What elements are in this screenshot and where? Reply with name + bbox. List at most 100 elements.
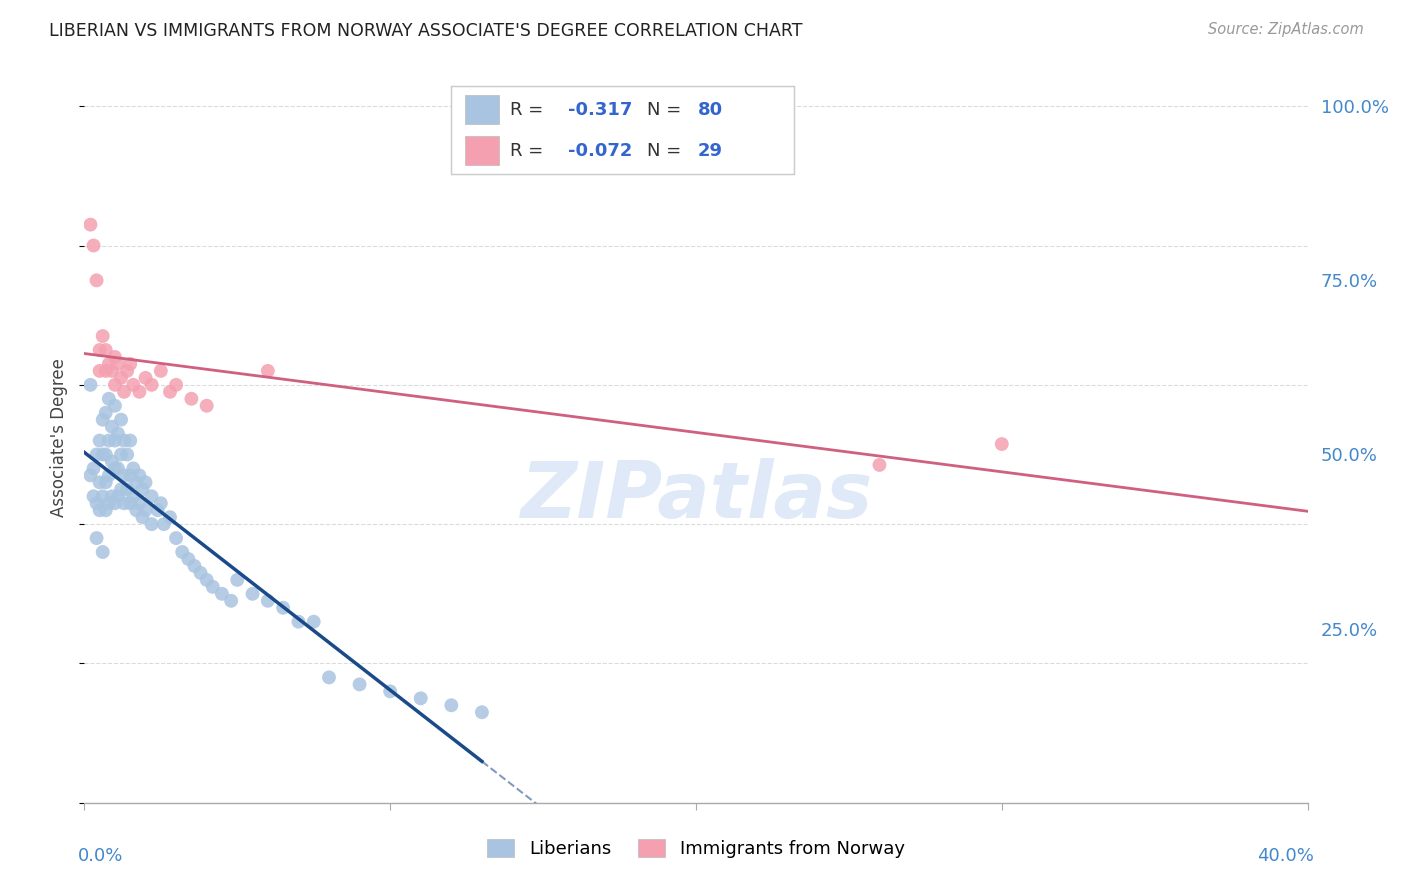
Point [86,273,108,287]
Point [107,357,129,371]
Point [97,468,120,483]
Text: ZIPatlas: ZIPatlas [520,458,872,533]
Point [302,615,325,629]
Point [104,377,127,392]
Point [97,434,120,448]
Text: LIBERIAN VS IMMIGRANTS FROM NORWAY ASSOCIATE'S DEGREE CORRELATION CHART: LIBERIAN VS IMMIGRANTS FROM NORWAY ASSOC… [49,22,803,40]
Point [226,573,249,587]
Point [83,238,105,252]
Point [195,573,218,587]
Point [101,489,124,503]
Point [122,489,145,503]
Text: Source: ZipAtlas.com: Source: ZipAtlas.com [1208,22,1364,37]
Point [94,364,117,378]
Point [83,489,105,503]
Point [183,558,205,573]
Point [97,392,120,406]
Point [79,377,101,392]
Point [101,364,124,378]
Point [94,343,117,357]
Point [120,496,142,510]
Point [141,377,163,392]
Point [177,552,200,566]
Point [110,371,132,385]
Point [318,670,340,684]
Legend: Liberians, Immigrants from Norway: Liberians, Immigrants from Norway [478,830,914,867]
Point [89,475,111,490]
Point [89,364,111,378]
Point [165,377,187,392]
Point [165,531,187,545]
Point [271,600,294,615]
Point [122,461,145,475]
Point [112,496,135,510]
Point [86,448,108,462]
Point [128,384,150,399]
Point [131,483,153,497]
Point [94,406,117,420]
Point [89,343,111,357]
Point [91,329,114,343]
Point [79,468,101,483]
Point [195,399,218,413]
Point [91,448,114,462]
Point [135,371,157,385]
Point [86,496,108,510]
Point [112,468,135,483]
Point [110,448,132,462]
Point [112,434,135,448]
Point [104,350,127,364]
Point [104,399,127,413]
Point [172,545,194,559]
Point [104,461,127,475]
Point [180,392,202,406]
Point [112,384,135,399]
Point [97,496,120,510]
Point [409,691,432,706]
Point [94,448,117,462]
Point [153,517,176,532]
Point [149,496,172,510]
Point [83,461,105,475]
Point [159,510,181,524]
Point [94,475,117,490]
Point [104,434,127,448]
Point [89,434,111,448]
Text: 40.0%: 40.0% [1257,847,1313,864]
Point [128,468,150,483]
Point [97,357,120,371]
Point [101,454,124,468]
Point [141,517,163,532]
Point [190,566,212,580]
Point [125,503,148,517]
Point [115,448,138,462]
Point [86,531,108,545]
Point [141,489,163,503]
Point [146,503,169,517]
Point [991,437,1014,451]
Point [159,384,181,399]
Point [471,705,494,719]
Point [125,475,148,490]
Point [287,615,309,629]
Point [131,510,153,524]
Point [257,594,280,608]
Point [135,475,157,490]
Y-axis label: Associate's Degree: Associate's Degree [51,358,69,516]
Point [122,377,145,392]
Point [135,503,157,517]
Point [120,357,142,371]
Point [149,364,172,378]
Point [257,364,280,378]
Point [107,489,129,503]
Point [219,594,242,608]
Point [349,677,371,691]
Point [120,468,142,483]
Point [101,419,124,434]
Point [91,545,114,559]
Point [107,426,129,441]
Point [104,496,127,510]
Point [242,587,264,601]
Point [94,503,117,517]
Point [115,364,138,378]
